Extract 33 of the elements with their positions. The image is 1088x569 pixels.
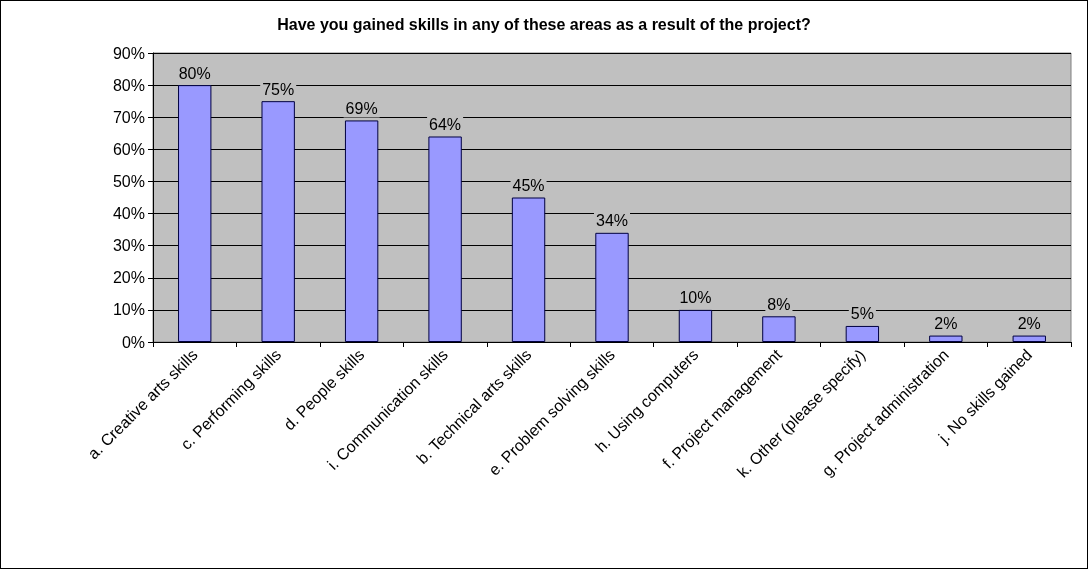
bar — [1012, 335, 1046, 342]
bar — [428, 136, 462, 342]
data-label: 8% — [767, 295, 791, 313]
y-tick-label: 80% — [112, 76, 145, 94]
y-tick-label: 70% — [112, 108, 145, 126]
bar — [678, 309, 713, 342]
bar — [762, 316, 796, 342]
y-tick-label: 0% — [121, 333, 145, 351]
chart-title: Have you gained skills in any of these areas as a result of the project? — [277, 15, 811, 33]
y-tick-label: 90% — [112, 44, 145, 62]
y-tick-label: 40% — [112, 205, 145, 223]
data-label: 80% — [178, 64, 211, 82]
bar — [261, 101, 295, 342]
data-label: 75% — [262, 80, 295, 98]
y-tick-label: 10% — [112, 301, 145, 319]
data-label: 45% — [512, 177, 545, 194]
bar — [845, 325, 880, 342]
y-tick-label: 60% — [112, 140, 145, 158]
data-label: 2% — [1017, 315, 1041, 333]
data-label: 5% — [850, 305, 874, 323]
bar — [511, 197, 546, 342]
data-label: 34% — [595, 212, 629, 230]
bar — [344, 120, 379, 342]
data-label: 10% — [679, 289, 712, 307]
bar — [929, 335, 963, 342]
data-label: 69% — [345, 99, 378, 117]
data-label: 64% — [429, 115, 462, 133]
y-tick-label: 30% — [112, 237, 145, 255]
bar — [595, 232, 629, 342]
bar — [178, 85, 212, 342]
y-tick-label: 50% — [112, 172, 145, 190]
y-tick-label: 20% — [112, 269, 145, 287]
data-label: 2% — [934, 315, 958, 333]
